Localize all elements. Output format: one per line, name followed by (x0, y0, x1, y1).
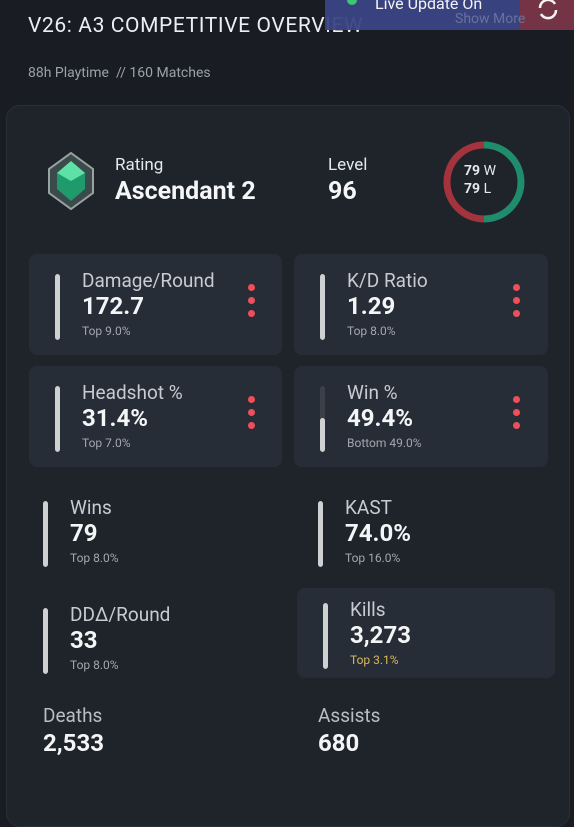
percentile-fill (318, 501, 323, 567)
stat-rank: Top 8.0% (347, 324, 396, 338)
stat-value: 33 (70, 626, 98, 654)
menu-dot (248, 396, 255, 403)
stat-value: 3,273 (350, 621, 411, 649)
stat-name: Deaths (43, 704, 103, 727)
menu-dot (513, 409, 520, 416)
percentile-bar (43, 501, 48, 567)
percentile-bar (320, 274, 325, 340)
win-loss-ring (443, 141, 525, 223)
stat-name: Damage/Round (82, 269, 215, 292)
overview-card: Rating Ascendant 2 Level 96 79 W 79 L Da… (6, 105, 570, 827)
stat-rank: Top 9.0% (82, 324, 131, 338)
stat-name: Kills (350, 598, 386, 621)
stat-value: 49.4% (347, 404, 414, 432)
stat-rank: Top 8.0% (70, 551, 119, 565)
level-value: 96 (328, 177, 357, 206)
menu-dot (248, 297, 255, 304)
stat-rank: Top 8.0% (70, 658, 119, 672)
percentile-bar (43, 608, 48, 674)
percentile-fill (55, 386, 60, 452)
stat-name: KAST (345, 496, 392, 519)
toast-label: Live Update On (375, 0, 483, 13)
stat-menu[interactable] (513, 396, 523, 432)
stat-rank: Top 16.0% (345, 551, 401, 565)
stat-tile: Kills 3,273 Top 3.1% (297, 588, 555, 678)
losses-record: 79 L (464, 181, 491, 197)
status-dot (347, 0, 357, 5)
percentile-bar (55, 386, 60, 452)
stat-rank: Bottom 49.0% (347, 436, 422, 450)
stat-value: 31.4% (82, 404, 149, 432)
menu-dot (248, 422, 255, 429)
stat-menu[interactable] (513, 284, 523, 320)
refresh-icon[interactable] (535, 0, 561, 22)
stat-name: Wins (70, 496, 112, 519)
match-count: // 160 Matches (115, 65, 211, 81)
stat-value: 2,533 (43, 729, 104, 757)
menu-dot (248, 284, 255, 291)
stat-name: Headshot % (82, 381, 183, 404)
percentile-fill (320, 418, 325, 452)
menu-dot (513, 297, 520, 304)
page-title: V26: A3 COMPETITIVE OVERVIEW (28, 14, 364, 38)
toast-behind: Show More (455, 11, 526, 27)
percentile-fill (43, 501, 48, 567)
percentile-fill (55, 274, 60, 340)
level-label: Level (328, 155, 368, 175)
playtime: 88h Playtime (28, 65, 109, 81)
stat-rank: Top 3.1% (350, 653, 399, 667)
percentile-bar (323, 603, 328, 669)
stat-rank: Top 7.0% (82, 436, 131, 450)
menu-dot (513, 396, 520, 403)
toast-action[interactable] (520, 0, 574, 30)
wins-unit: W (483, 163, 496, 179)
rank-icon (48, 151, 94, 211)
stat-value: 1.29 (347, 292, 396, 320)
stat-tile: Headshot % 31.4% Top 7.0% (29, 366, 282, 467)
subtitle: 88h Playtime // 160 Matches (28, 65, 211, 81)
rating-value: Ascendant 2 (115, 177, 256, 206)
percentile-fill (323, 603, 328, 669)
menu-dot (248, 310, 255, 317)
page: {"header": {"title": "V26: A3 COMPETITIV… (6, 0, 574, 827)
percentile-bar (55, 274, 60, 340)
menu-dot (513, 310, 520, 317)
toast[interactable]: Show More Live Update On (325, 0, 574, 30)
menu-dot (513, 422, 520, 429)
stat-tile: K/D Ratio 1.29 Top 8.0% (294, 254, 548, 355)
percentile-bar (320, 386, 325, 452)
stat-tile: Win % 49.4% Bottom 49.0% (294, 366, 548, 467)
stat-name: DDΔ/Round (70, 603, 171, 626)
losses-count: 79 (464, 181, 481, 197)
stat-menu[interactable] (248, 284, 258, 320)
wins-count: 79 (464, 163, 481, 179)
stat-value: 79 (70, 519, 98, 547)
stat-value: 680 (318, 729, 360, 757)
percentile-fill (320, 274, 325, 340)
stat-name: K/D Ratio (347, 269, 428, 292)
menu-dot (248, 409, 255, 416)
stat-name: Assists (318, 704, 381, 727)
wins-record: 79 W (464, 163, 496, 179)
stat-tile: Damage/Round 172.7 Top 9.0% (29, 254, 282, 355)
menu-dot (513, 284, 520, 291)
percentile-fill (43, 608, 48, 674)
stat-value: 74.0% (345, 519, 412, 547)
stat-name: Win % (347, 381, 398, 404)
percentile-bar (318, 501, 323, 567)
rating-label: Rating (115, 155, 164, 175)
stat-value: 172.7 (82, 292, 145, 320)
stat-menu[interactable] (248, 396, 258, 432)
losses-unit: L (483, 181, 492, 197)
